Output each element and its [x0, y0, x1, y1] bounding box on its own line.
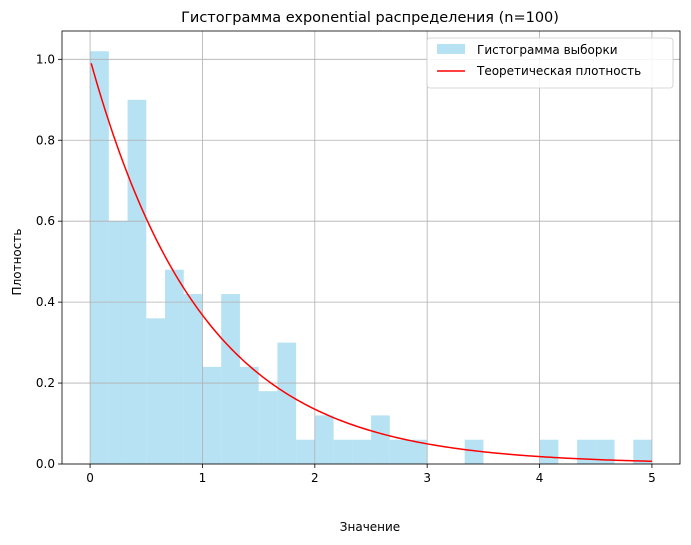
- x-tick-label: 2: [311, 471, 319, 485]
- y-axis-label: Плотность: [10, 229, 24, 296]
- histogram-bar: [408, 439, 428, 464]
- x-tick-label: 1: [199, 471, 207, 485]
- plot-area: 0 1 2 3 4 5 0.0 0.2 0.4 0.6 0.8 1.0 Гистограмма выбо…: [36, 30, 681, 485]
- histogram-bar: [202, 366, 222, 464]
- histogram-bar: [127, 99, 147, 464]
- y-tick-label: 0.2: [36, 376, 55, 390]
- y-tick-label: 0.4: [36, 295, 55, 309]
- legend-label-density: Теоретическая плотность: [476, 64, 641, 78]
- histogram-bar: [633, 439, 653, 464]
- x-tick-label: 0: [86, 471, 94, 485]
- y-tick-label: 0.0: [36, 457, 55, 471]
- histogram-bar: [389, 439, 409, 464]
- axes-frame: [61, 30, 681, 465]
- histogram-bar: [296, 439, 315, 464]
- histogram-bar: [165, 269, 184, 464]
- histogram-bar: [221, 294, 240, 464]
- density-line: [90, 63, 652, 463]
- histogram-bar: [146, 318, 166, 464]
- histogram-bar: [258, 391, 278, 464]
- legend-label-histogram: Гистограмма выборки: [477, 43, 618, 57]
- y-tick-label: 0.6: [36, 214, 55, 228]
- histogram-bar: [371, 415, 390, 464]
- histogram-bar: [464, 439, 484, 464]
- histogram-bar: [314, 415, 334, 464]
- histogram-bar: [352, 439, 372, 464]
- histogram-bar: [183, 294, 203, 464]
- histogram-bar: [277, 342, 297, 464]
- x-tick-label: 4: [536, 471, 544, 485]
- histogram-bar: [595, 439, 615, 464]
- histogram-bar: [90, 51, 109, 465]
- histogram-bar: [539, 439, 559, 464]
- y-tick-label: 1.0: [36, 52, 55, 66]
- legend-swatch-histogram: [437, 44, 465, 54]
- histogram-bar: [577, 439, 596, 464]
- x-axis-label: Значение: [340, 520, 400, 534]
- histogram-bar: [108, 221, 128, 464]
- y-tick-label: 0.8: [36, 133, 55, 147]
- chart-title: Гистограмма exponential распределения (n…: [181, 10, 559, 26]
- histogram-bar: [333, 439, 353, 464]
- x-tick-label: 3: [423, 471, 431, 485]
- legend-box: [426, 37, 674, 89]
- x-tick-label: 5: [648, 471, 656, 485]
- histogram-bar: [239, 366, 259, 464]
